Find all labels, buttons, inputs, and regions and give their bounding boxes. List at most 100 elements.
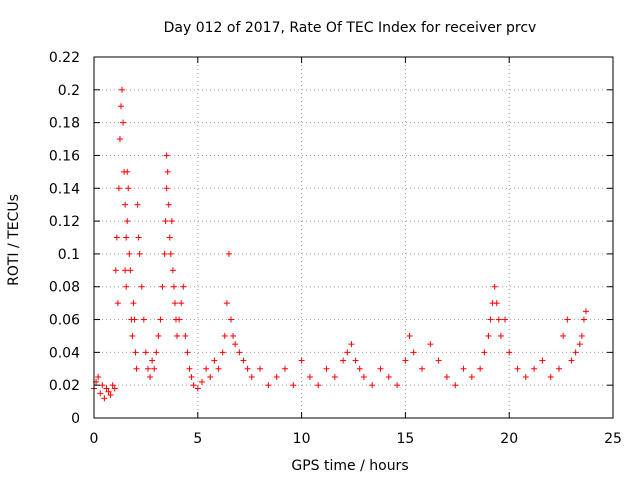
data-point — [119, 86, 126, 93]
data-point — [539, 357, 546, 364]
y-tick-label: 0.02 — [49, 378, 80, 394]
x-tick-label: 25 — [604, 431, 622, 447]
data-point — [580, 316, 587, 323]
data-point — [120, 119, 127, 126]
data-point — [107, 392, 114, 399]
data-point — [244, 365, 251, 372]
data-point — [232, 341, 239, 348]
data-point — [215, 365, 222, 372]
data-point — [497, 332, 504, 339]
data-point — [198, 378, 205, 385]
data-point — [228, 316, 235, 323]
data-point — [168, 218, 175, 225]
data-point — [468, 373, 475, 380]
data-point — [180, 283, 187, 290]
data-point — [125, 185, 132, 192]
data-point — [111, 385, 118, 392]
data-point — [169, 267, 176, 274]
data-point — [281, 365, 288, 372]
data-point — [487, 316, 494, 323]
x-tick-label: 5 — [193, 431, 202, 447]
y-axis-ticks: 0 0.02 0.04 0.06 0.08 0.1 0.12 0.14 0.16 0.18 0.2 0… — [49, 50, 613, 427]
data-point — [129, 332, 136, 339]
data-point — [257, 365, 264, 372]
data-point — [124, 168, 131, 175]
data-point — [140, 316, 147, 323]
y-tick-label: 0.14 — [49, 181, 80, 197]
y-tick-label: 0.12 — [49, 214, 80, 230]
data-point — [134, 201, 141, 208]
data-point — [356, 365, 363, 372]
data-point — [435, 357, 442, 364]
x-axis-label: GPS time / hours — [291, 458, 408, 474]
data-point — [211, 357, 218, 364]
data-point — [190, 382, 197, 389]
data-point — [130, 300, 137, 307]
data-point — [452, 382, 459, 389]
data-point — [385, 373, 392, 380]
data-point — [151, 365, 158, 372]
data-point — [122, 201, 129, 208]
y-tick-label: 0.22 — [49, 50, 80, 66]
data-points — [91, 86, 590, 402]
data-point — [116, 136, 123, 143]
data-point — [360, 373, 367, 380]
data-point — [564, 316, 571, 323]
y-tick-label: 0.18 — [49, 116, 80, 132]
data-point — [491, 283, 498, 290]
data-point — [207, 373, 214, 380]
data-point — [223, 300, 230, 307]
data-point — [142, 349, 149, 356]
plot-frame — [93, 56, 614, 419]
data-point — [306, 373, 313, 380]
data-point — [127, 267, 134, 274]
data-point — [506, 349, 513, 356]
data-point — [99, 382, 106, 389]
data-point — [101, 395, 108, 402]
x-tick-label: 0 — [90, 431, 99, 447]
data-point — [162, 218, 169, 225]
data-point — [265, 382, 272, 389]
data-point — [495, 316, 502, 323]
data-point — [410, 349, 417, 356]
data-point — [576, 341, 583, 348]
y-tick-label: 0.2 — [58, 83, 80, 99]
data-point — [161, 250, 168, 257]
data-point — [122, 267, 129, 274]
data-point — [236, 349, 243, 356]
data-point — [123, 234, 130, 241]
data-point — [203, 365, 210, 372]
data-point — [460, 365, 467, 372]
data-point — [298, 357, 305, 364]
data-point — [273, 373, 280, 380]
data-point — [344, 349, 351, 356]
data-point — [155, 332, 162, 339]
data-point — [132, 349, 139, 356]
data-point — [171, 300, 178, 307]
data-point — [248, 373, 255, 380]
data-point — [170, 283, 177, 290]
data-point — [443, 373, 450, 380]
data-point — [377, 365, 384, 372]
data-point — [138, 283, 145, 290]
data-point — [176, 316, 183, 323]
y-tick-label: 0.04 — [49, 345, 80, 361]
data-point — [123, 283, 130, 290]
data-point — [240, 357, 247, 364]
data-point — [178, 300, 185, 307]
data-point — [115, 185, 122, 192]
data-point — [352, 357, 359, 364]
data-point — [174, 332, 181, 339]
y-tick-label: 0.1 — [58, 247, 80, 263]
data-point — [114, 300, 121, 307]
data-point — [230, 332, 237, 339]
data-point — [560, 332, 567, 339]
data-point — [477, 365, 484, 372]
y-tick-label: 0.16 — [49, 148, 80, 164]
data-point — [144, 365, 151, 372]
data-point — [219, 349, 226, 356]
data-point — [194, 385, 201, 392]
data-point — [95, 373, 102, 380]
data-point — [369, 382, 376, 389]
